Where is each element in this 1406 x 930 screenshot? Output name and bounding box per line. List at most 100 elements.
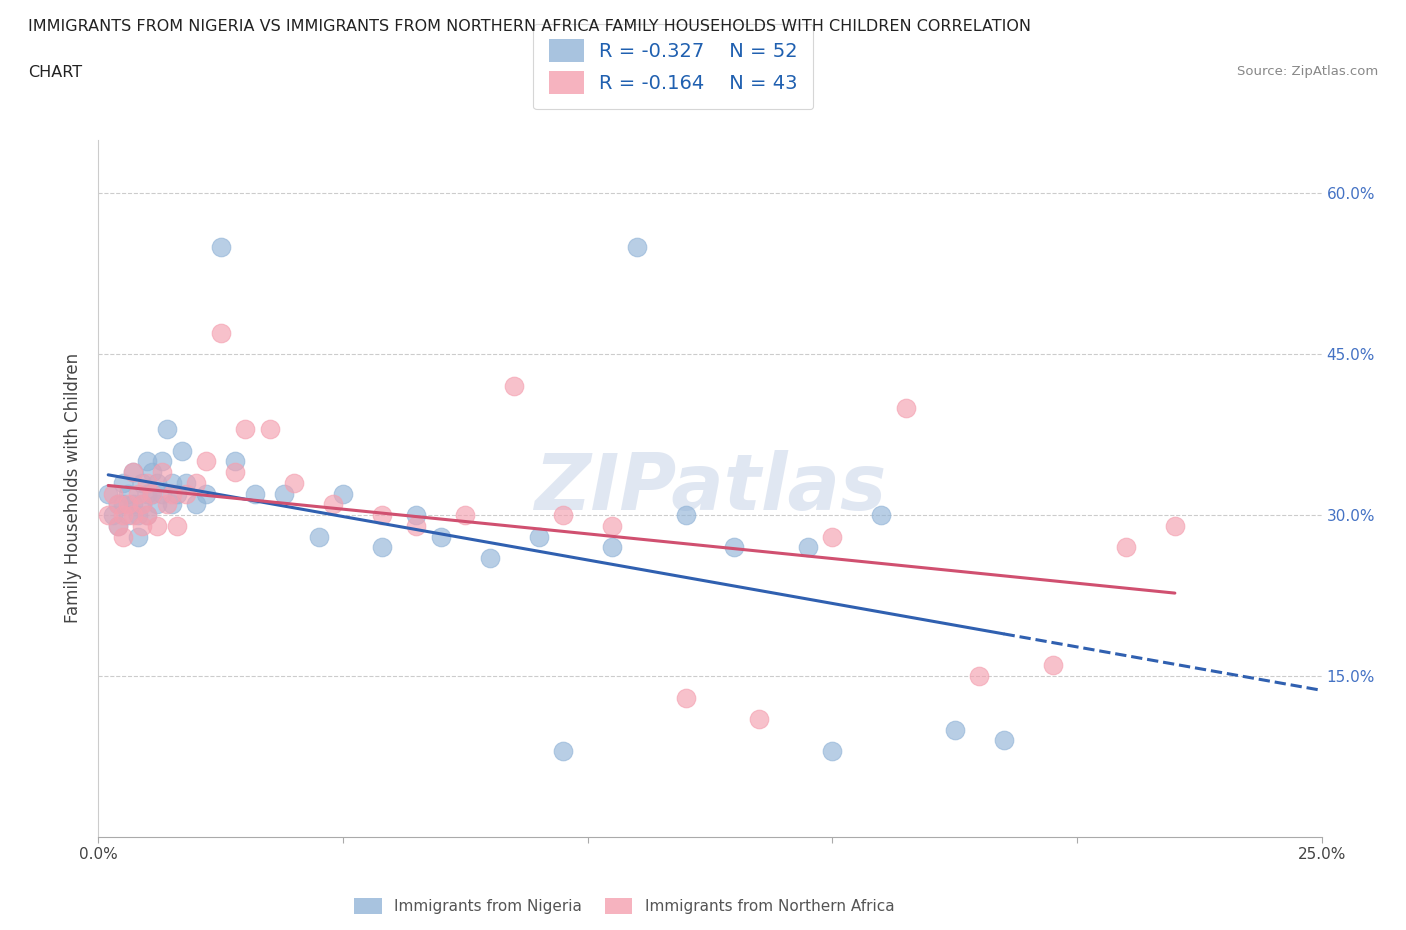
Point — [224, 454, 246, 469]
Point — [160, 475, 183, 490]
Point — [136, 508, 159, 523]
Y-axis label: Family Households with Children: Family Households with Children — [65, 353, 83, 623]
Point — [821, 529, 844, 544]
Point — [503, 379, 526, 393]
Point — [626, 239, 648, 254]
Point — [127, 486, 149, 501]
Point — [478, 551, 501, 565]
Point — [870, 508, 893, 523]
Point — [121, 465, 143, 480]
Text: IMMIGRANTS FROM NIGERIA VS IMMIGRANTS FROM NORTHERN AFRICA FAMILY HOUSEHOLDS WIT: IMMIGRANTS FROM NIGERIA VS IMMIGRANTS FR… — [28, 19, 1031, 33]
Point — [111, 529, 134, 544]
Point — [209, 326, 232, 340]
Point — [186, 497, 208, 512]
Point — [136, 486, 159, 501]
Point — [107, 497, 129, 512]
Point — [723, 539, 745, 554]
Point — [332, 486, 354, 501]
Point — [176, 475, 198, 490]
Point — [243, 486, 266, 501]
Point — [209, 239, 232, 254]
Point — [121, 508, 143, 523]
Point — [127, 529, 149, 544]
Point — [150, 486, 173, 501]
Point — [156, 497, 179, 512]
Point — [176, 486, 198, 501]
Point — [224, 465, 246, 480]
Point — [600, 518, 623, 533]
Point — [146, 518, 169, 533]
Point — [430, 529, 453, 544]
Point — [371, 508, 394, 523]
Point — [675, 690, 697, 705]
Point — [150, 454, 173, 469]
Point — [150, 465, 173, 480]
Point — [160, 497, 183, 512]
Legend: Immigrants from Nigeria, Immigrants from Northern Africa: Immigrants from Nigeria, Immigrants from… — [349, 892, 900, 920]
Point — [131, 497, 153, 512]
Point — [121, 497, 143, 512]
Point — [553, 508, 575, 523]
Point — [186, 475, 208, 490]
Point — [600, 539, 623, 554]
Point — [322, 497, 344, 512]
Point — [101, 486, 124, 501]
Text: CHART: CHART — [28, 65, 82, 80]
Point — [111, 497, 134, 512]
Point — [170, 444, 193, 458]
Point — [371, 539, 394, 554]
Point — [405, 518, 427, 533]
Point — [553, 744, 575, 759]
Point — [405, 508, 427, 523]
Point — [97, 486, 120, 501]
Point — [131, 518, 153, 533]
Point — [993, 733, 1015, 748]
Point — [894, 400, 917, 415]
Point — [1042, 658, 1064, 672]
Point — [141, 465, 163, 480]
Point — [146, 497, 169, 512]
Point — [195, 454, 218, 469]
Point — [101, 508, 124, 523]
Point — [166, 486, 188, 501]
Point — [136, 508, 159, 523]
Point — [156, 422, 179, 437]
Point — [111, 475, 134, 490]
Point — [166, 518, 188, 533]
Text: Source: ZipAtlas.com: Source: ZipAtlas.com — [1237, 65, 1378, 78]
Point — [97, 508, 120, 523]
Point — [131, 497, 153, 512]
Point — [308, 529, 330, 544]
Point — [283, 475, 305, 490]
Point — [454, 508, 477, 523]
Point — [107, 518, 129, 533]
Point — [527, 529, 550, 544]
Point — [107, 518, 129, 533]
Point — [967, 669, 990, 684]
Point — [141, 486, 163, 501]
Point — [117, 486, 139, 501]
Point — [233, 422, 256, 437]
Point — [117, 508, 139, 523]
Point — [146, 475, 169, 490]
Point — [195, 486, 218, 501]
Point — [121, 465, 143, 480]
Point — [111, 508, 134, 523]
Point — [117, 497, 139, 512]
Point — [273, 486, 295, 501]
Point — [136, 454, 159, 469]
Point — [1115, 539, 1137, 554]
Point — [797, 539, 820, 554]
Point — [259, 422, 281, 437]
Point — [1164, 518, 1187, 533]
Point — [821, 744, 844, 759]
Point — [107, 497, 129, 512]
Point — [943, 723, 966, 737]
Point — [127, 508, 149, 523]
Point — [131, 475, 153, 490]
Text: ZIPatlas: ZIPatlas — [534, 450, 886, 526]
Point — [675, 508, 697, 523]
Point — [136, 475, 159, 490]
Point — [141, 486, 163, 501]
Point — [160, 486, 183, 501]
